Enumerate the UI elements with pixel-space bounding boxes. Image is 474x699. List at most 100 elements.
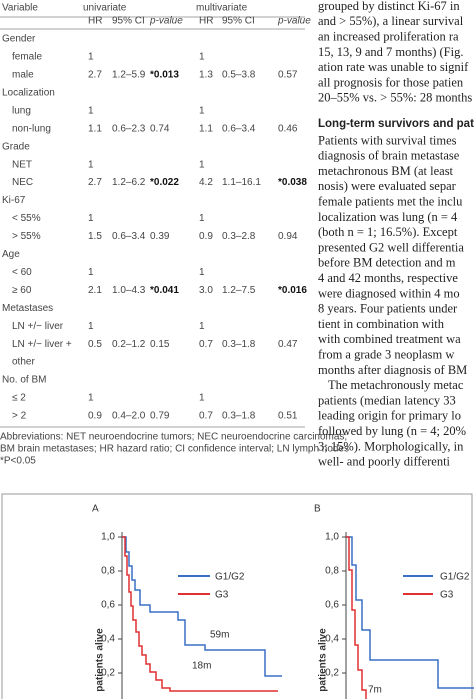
body-line: female patients met the inclu — [318, 194, 463, 208]
body-line: all prognosis for those patien — [318, 75, 464, 89]
cell: *0.013 — [150, 70, 179, 81]
cell: 0.5–3.8 — [222, 70, 256, 81]
cell: 4.2 — [199, 177, 213, 188]
cell: 1.1 — [88, 123, 102, 134]
y-tick-label: 0,6 — [101, 600, 115, 611]
legend-label: G3 — [215, 590, 229, 601]
row-label: lung — [12, 105, 31, 116]
body-line: nosis) were evaluated separ — [318, 179, 457, 193]
annotation: 18m — [192, 661, 211, 672]
cell: 1 — [199, 321, 205, 332]
body-line: well- and poorly differenti — [318, 455, 451, 469]
cell: *0.041 — [150, 285, 179, 296]
row-label: NEC — [12, 177, 33, 188]
cell: 1 — [199, 159, 205, 170]
cell: 2.1 — [88, 285, 102, 296]
row-label: < 55% — [12, 213, 41, 224]
row-label: ≥ 60 — [12, 285, 32, 296]
figure-frame — [1, 493, 473, 699]
column-header: 95% CI — [112, 16, 145, 27]
cell: 1 — [88, 213, 94, 224]
body-line: followed by lung (n = 4; 20% — [318, 424, 466, 438]
body-line: diagnosis of brain metastase — [318, 149, 460, 163]
cell: 0.3–1.8 — [222, 411, 256, 422]
body-line: from a grade 3 neoplasm w — [318, 347, 454, 361]
cell: 1 — [88, 321, 94, 332]
cell: 0.3–1.8 — [222, 339, 256, 350]
legend-label: G1/G2 — [215, 572, 245, 583]
cell: *0.016 — [278, 285, 307, 296]
body-line: metachronous BM (at least — [318, 164, 454, 178]
cell: *0.022 — [150, 177, 179, 188]
curve-g1g2 — [346, 536, 474, 689]
y-tick-label: 0,8 — [101, 566, 115, 577]
body-line: tient in combination with — [318, 317, 445, 331]
footnote: BM brain metastases; HR hazard ratio; CI… — [0, 444, 349, 455]
body-line: 4 and 42 months, respective — [318, 271, 458, 285]
cell: 2.7 — [88, 177, 102, 188]
annotation: 7m — [368, 685, 382, 696]
header: univariate — [83, 3, 127, 14]
cell: 1 — [88, 159, 94, 170]
cell: 2.7 — [88, 70, 102, 81]
column-header: p-value — [149, 16, 183, 27]
row-label: < 60 — [12, 267, 32, 278]
group-label: Ki-67 — [2, 195, 26, 206]
cell: 1.2–6.2 — [112, 177, 146, 188]
body-line: patients (median latency 33 — [318, 393, 456, 407]
panel-label: A — [92, 504, 99, 515]
body-line: presented G2 well differentia — [318, 240, 464, 254]
body-line: before BM detection and m — [318, 256, 456, 270]
y-tick-label: 0,8 — [325, 566, 339, 577]
cell: 0.94 — [278, 231, 298, 242]
footnote: *P<0.05 — [0, 456, 36, 467]
cell: 1 — [88, 393, 94, 404]
cell: 0.5 — [88, 339, 102, 350]
y-tick-label: 0,4 — [325, 634, 339, 645]
annotation: 59m — [210, 630, 229, 641]
group-label: Gender — [2, 34, 36, 45]
cell: 1 — [199, 393, 205, 404]
cell: 1 — [88, 105, 94, 116]
group-label: Age — [2, 249, 20, 260]
row-label: LN +/− liver — [12, 321, 64, 332]
cell: 1 — [199, 267, 205, 278]
cell: 0.6–2.3 — [112, 123, 146, 134]
y-tick-label: 0,4 — [101, 634, 115, 645]
legend-label: G3 — [440, 590, 454, 601]
body-line: 15, 13, 9 and 7 months) (Fig. — [318, 45, 463, 59]
section-heading: Long-term survivors and patie — [318, 118, 474, 130]
row-label: other — [12, 357, 35, 368]
cell: 3.0 — [199, 285, 213, 296]
body-line: The metachronously metac — [328, 378, 464, 392]
body-line: grouped by distinct Ki-67 in — [318, 0, 460, 13]
cell: 0.4–2.0 — [112, 411, 146, 422]
y-tick-label: 1,0 — [325, 532, 339, 543]
cell: 0.74 — [150, 123, 170, 134]
cell: 1.2–7.5 — [222, 285, 256, 296]
cell: 1 — [199, 105, 205, 116]
cell: 1.1–16.1 — [222, 177, 261, 188]
cell: 0.15 — [150, 339, 170, 350]
body-line: 20–55% vs. > 55%: 28 months — [318, 91, 472, 105]
column-header: HR — [88, 16, 102, 27]
y-tick-label: 1,0 — [101, 532, 115, 543]
column-header: p-value — [277, 16, 311, 27]
column-header: HR — [199, 16, 213, 27]
y-axis-label: patients alive — [95, 628, 106, 692]
body-line: 8 years. Four patients under — [318, 302, 458, 316]
group-label: Metastases — [2, 303, 53, 314]
body-line: with combined treatment wa — [318, 332, 461, 346]
curve-g3 — [122, 536, 278, 692]
row-label: > 2 — [12, 411, 27, 422]
cell: 0.9 — [88, 411, 102, 422]
row-label: ≤ 2 — [12, 393, 26, 404]
body-line: an increased proliferation ra — [318, 29, 459, 43]
y-axis-label: patients alive — [318, 628, 329, 692]
cell: 1 — [199, 213, 205, 224]
y-tick-label: 0,6 — [325, 600, 339, 611]
body-line: Patients with survival times — [318, 133, 457, 147]
row-label: > 55% — [12, 231, 41, 242]
